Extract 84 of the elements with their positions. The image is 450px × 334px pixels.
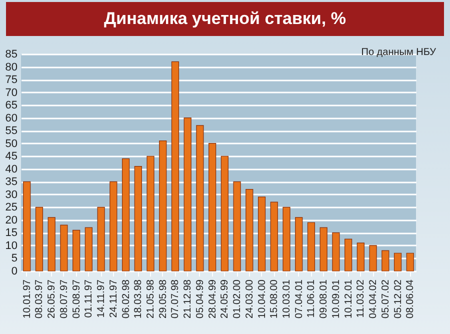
x-tick-label: 10.12.01 xyxy=(343,279,354,318)
y-tick-label: 25 xyxy=(5,202,18,214)
y-tick-label: 40 xyxy=(5,163,18,176)
x-tick-label: 01.11.97 xyxy=(84,279,95,318)
y-tick-label: 15 xyxy=(5,227,18,240)
bar xyxy=(171,61,180,272)
x-tick-label: 10.01.97 xyxy=(22,279,33,318)
bar xyxy=(332,232,340,272)
y-tick-label: 65 xyxy=(5,100,18,112)
x-tick-label: 05.07.02 xyxy=(380,279,392,318)
bar xyxy=(382,250,390,272)
x-tick-label: 08.06.04 xyxy=(405,279,416,318)
bar xyxy=(208,143,216,272)
x-tick-label: 07.04.01 xyxy=(294,279,305,318)
x-tick-label: 05.08.97 xyxy=(71,279,82,318)
x-tick-label: 21.12.98 xyxy=(182,279,194,318)
bar xyxy=(110,181,118,272)
bar xyxy=(146,156,154,272)
bar xyxy=(23,181,31,272)
y-tick-label: 85 xyxy=(5,48,18,60)
x-tick-label: 24.05.99 xyxy=(220,279,231,318)
x-tick-label: 10.04.00 xyxy=(256,279,268,318)
x-tick-label: 09.08.01 xyxy=(318,279,330,318)
bar xyxy=(344,238,352,272)
x-tick-label: 05.12.02 xyxy=(392,279,404,318)
y-tick-label: 55 xyxy=(5,125,18,138)
bar xyxy=(233,181,241,272)
annotation: По данным НБУ xyxy=(361,47,436,58)
bar xyxy=(97,206,105,272)
y-tick-label: 70 xyxy=(5,86,18,99)
bar xyxy=(196,125,204,272)
y-tick-label: 50 xyxy=(5,138,18,150)
x-tick-label: 10.09.01 xyxy=(330,279,342,318)
bar xyxy=(60,224,68,272)
x-tick-label: 14.11.97 xyxy=(96,279,108,318)
bar xyxy=(282,206,290,272)
bar xyxy=(258,196,266,272)
bar xyxy=(320,227,328,272)
x-tick-label: 06.02.98 xyxy=(120,279,132,318)
x-tick-label: 29.05.98 xyxy=(158,279,169,318)
x-tick-label: 24.03.00 xyxy=(244,279,256,318)
bar xyxy=(295,217,303,272)
x-tick-label: 26.05.97 xyxy=(46,279,58,318)
bar xyxy=(394,252,402,272)
bar xyxy=(406,252,414,272)
bar xyxy=(220,156,228,272)
x-tick-label: 08.07.97 xyxy=(58,279,70,318)
y-tick-label: 80 xyxy=(5,61,18,74)
x-tick-label: 08.03.97 xyxy=(34,279,46,318)
y-tick-label: 60 xyxy=(5,112,18,124)
x-tick-label: 28.04.99 xyxy=(207,279,218,318)
bar xyxy=(35,206,44,272)
bar xyxy=(84,227,92,272)
y-tick-label: 35 xyxy=(5,176,18,188)
bar xyxy=(72,230,80,272)
bar xyxy=(369,245,377,272)
bar xyxy=(307,222,316,272)
bar xyxy=(246,189,254,272)
y-tick-label: 0 xyxy=(11,266,18,278)
bar xyxy=(356,242,364,272)
x-tick-label: 07.07.98 xyxy=(170,279,182,318)
y-tick-label: 30 xyxy=(5,188,18,201)
bar xyxy=(270,202,278,272)
x-tick-label: 24.11.97 xyxy=(108,279,120,318)
x-tick-label: 15.08.00 xyxy=(269,279,280,318)
y-tick-label: 20 xyxy=(5,214,18,226)
x-tick-label: 18.03.98 xyxy=(133,279,144,318)
bar xyxy=(122,158,130,272)
y-tick-label: 5 xyxy=(11,252,18,265)
x-tick-label: 01.02.00 xyxy=(232,279,244,318)
y-tick-label: 45 xyxy=(5,150,18,163)
chart-title: Динамика учетной ставки, % xyxy=(6,2,444,36)
x-tick-label: 11.03.02 xyxy=(356,279,367,318)
x-tick-label: 05.04.99 xyxy=(194,279,206,318)
x-tick-label: 21.05.98 xyxy=(146,279,157,318)
x-tick-label: 10.03.01 xyxy=(281,279,292,318)
x-tick-label: 04.04.02 xyxy=(368,279,380,318)
bar xyxy=(134,166,142,272)
bar xyxy=(159,140,167,272)
y-tick-label: 75 xyxy=(5,74,18,86)
bar xyxy=(184,118,192,272)
x-tick-label: 11.06.01 xyxy=(306,279,318,318)
y-tick-label: 10 xyxy=(5,240,18,252)
bar xyxy=(48,217,56,272)
